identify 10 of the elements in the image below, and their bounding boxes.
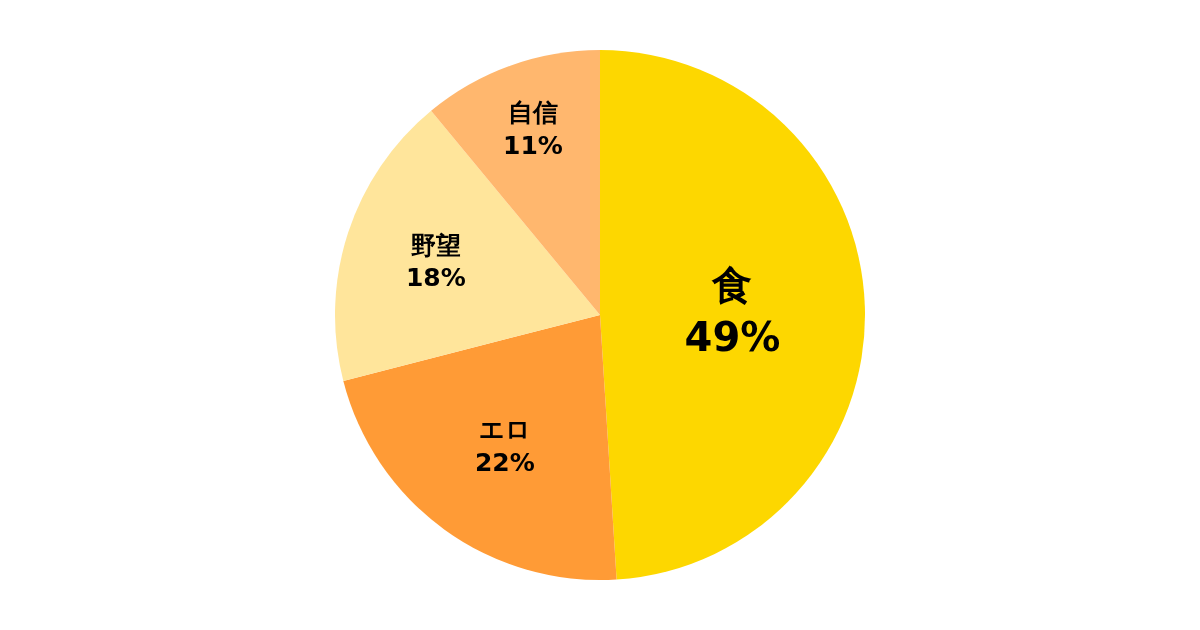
- data-label: 49%: [684, 313, 781, 360]
- slice-label: 野望: [410, 230, 461, 260]
- slice-label: エロ: [478, 415, 531, 445]
- slice-label: 食: [711, 261, 753, 308]
- slice-label: 自信: [507, 98, 558, 127]
- data-label: 18%: [405, 263, 466, 293]
- data-label: 22%: [474, 447, 535, 477]
- data-label: 11%: [503, 130, 563, 160]
- pie-slice: [343, 315, 617, 580]
- pie-slice: [600, 50, 865, 580]
